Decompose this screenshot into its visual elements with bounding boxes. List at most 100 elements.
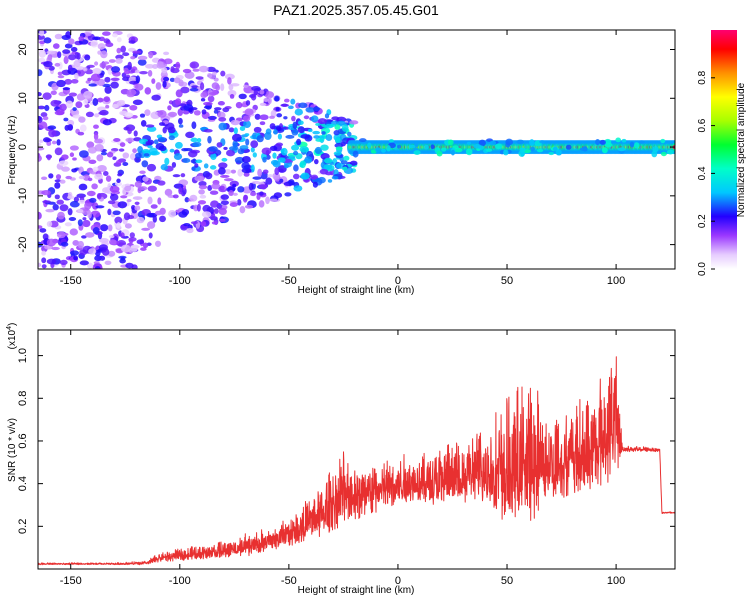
spectrogram-cell <box>312 106 321 112</box>
spectrogram-cell <box>104 260 112 265</box>
spectrogram-cell <box>96 192 102 200</box>
spectrogram-cell <box>207 72 213 78</box>
spectrogram-cell <box>253 89 258 96</box>
spectrogram-ylabel: Frequency (Hz) <box>7 116 18 185</box>
x-tick-label: -150 <box>60 275 82 287</box>
spectrogram-cell <box>220 83 225 92</box>
spectrogram-cell <box>473 143 482 149</box>
spectrogram-cell <box>203 105 211 109</box>
spectrogram-cell <box>94 266 101 269</box>
spectrogram-cell <box>291 144 300 151</box>
spectrogram-cell <box>200 92 208 99</box>
spectrogram-cell <box>41 264 47 269</box>
spectrogram-cell <box>229 94 235 99</box>
spectrogram-cell <box>250 146 255 153</box>
spectrogram-cell <box>43 60 53 68</box>
spectrogram-cell <box>284 192 292 197</box>
spectrogram-cell <box>536 148 544 153</box>
spectrogram-cell <box>349 120 359 125</box>
spectrogram-cell <box>250 93 257 101</box>
spectrogram-cell <box>64 222 72 227</box>
spectrogram-cell <box>39 30 45 37</box>
spectrogram-cell <box>103 171 109 176</box>
spectrogram-cell <box>265 177 273 185</box>
spectrogram-cell <box>263 97 269 102</box>
spectrogram-cell <box>424 144 429 150</box>
spectrogram-cell <box>57 71 63 76</box>
spectrogram-cell <box>132 148 137 154</box>
spectrogram-cell <box>92 227 100 235</box>
spectrogram-cell <box>189 194 198 202</box>
spectrogram-cell <box>139 70 148 75</box>
spectrogram-cell <box>94 113 100 118</box>
spectrogram-cell <box>601 147 608 154</box>
spectrogram-cell <box>116 101 126 107</box>
spectrogram-cell <box>299 160 306 169</box>
spectrogram-cell <box>145 63 155 69</box>
spectrogram-cell <box>129 80 139 85</box>
spectrogram-cell <box>38 262 42 268</box>
spectrogram-cell <box>466 141 472 145</box>
spectrogram-cell <box>90 73 101 82</box>
spectrogram-cell <box>178 117 183 125</box>
spectrogram-cell <box>57 211 65 220</box>
spectrogram-cell <box>163 76 170 82</box>
spectrogram-cell <box>248 182 254 191</box>
spectrogram-cell <box>199 177 205 182</box>
spectrogram-cell <box>88 248 97 255</box>
spectrogram-cell <box>90 39 99 48</box>
spectrogram-cell <box>312 130 321 135</box>
spectrogram-cell <box>134 83 144 91</box>
spectrogram-cell <box>48 65 55 71</box>
spectrogram-cell <box>130 245 138 252</box>
spectrogram-cell <box>175 98 182 106</box>
spectrogram-cell <box>105 104 110 109</box>
spectrogram-cell <box>250 140 259 148</box>
spectrogram-cell <box>621 138 627 143</box>
spectrogram-cell <box>256 135 264 143</box>
spectrogram-cell <box>234 156 245 164</box>
spectrogram-cell <box>297 120 304 126</box>
spectrogram-cell <box>208 91 219 96</box>
spectrogram-cell <box>146 163 157 172</box>
spectrogram-cell <box>56 79 66 88</box>
spectrogram-cell <box>116 222 121 229</box>
spectrogram-cell <box>140 120 147 127</box>
spectrogram-cell <box>122 161 129 167</box>
x-tick-label: -100 <box>169 575 191 587</box>
spectrogram-cell <box>291 128 299 136</box>
spectrogram-cell <box>93 132 99 141</box>
spectrogram-cell <box>165 122 175 131</box>
spectrogram-cell <box>154 240 162 247</box>
spectrogram-cell <box>336 116 347 123</box>
spectrogram-cell <box>47 125 57 130</box>
spectrogram-cell <box>660 151 667 157</box>
spectrogram-cell <box>69 145 79 151</box>
spectrogram-cell <box>68 216 77 222</box>
spectrogram-cell <box>41 250 46 256</box>
spectrogram-cell <box>114 181 123 187</box>
spectrogram-cell <box>218 167 226 175</box>
spectrogram-cell <box>298 102 308 109</box>
spectrogram-cell <box>100 151 108 156</box>
spectrogram-cell <box>259 114 269 121</box>
spectrogram-cell <box>177 108 184 117</box>
colorbar-tick-label: 0.0 <box>697 262 708 276</box>
spectrogram-cell <box>81 235 87 239</box>
spectrogram-cell <box>116 178 121 184</box>
spectrogram-cell <box>41 189 51 196</box>
spectrogram-cell <box>54 182 61 189</box>
spectrogram-cell <box>120 232 125 238</box>
spectrogram-cell <box>262 156 267 163</box>
spectrogram-cell <box>375 147 381 153</box>
spectrogram-cell <box>147 70 153 77</box>
spectrogram-cell <box>50 90 57 96</box>
spectrogram-cell <box>200 82 205 91</box>
spectrogram-cell <box>269 123 276 130</box>
spectrogram-cell <box>95 249 101 257</box>
spectrogram-cell <box>191 85 199 89</box>
y-tick-label: 0.4 <box>17 476 29 491</box>
spectrogram-cell <box>208 146 218 152</box>
spectrogram-cell <box>157 180 166 186</box>
spectrogram-cell <box>48 173 54 179</box>
